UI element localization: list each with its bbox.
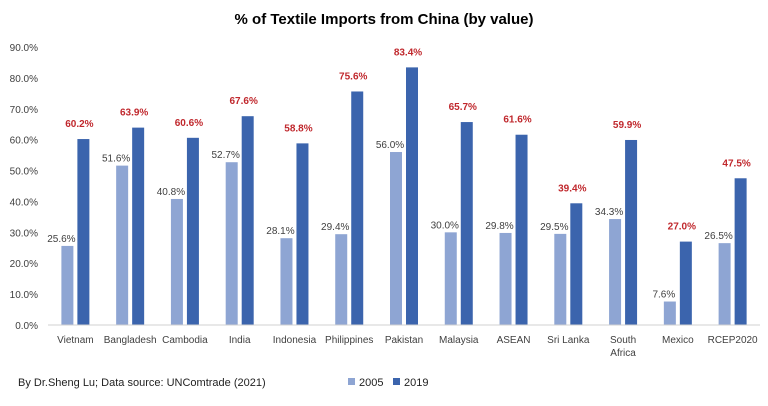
y-tick-label: 90.0% <box>10 43 38 54</box>
data-label-2019: 47.5% <box>722 158 750 169</box>
y-tick-label: 70.0% <box>10 105 38 116</box>
data-label-2019: 27.0% <box>668 222 696 233</box>
data-label-2005: 29.4% <box>321 222 349 233</box>
bar-2019 <box>77 139 90 325</box>
bar-2005 <box>663 301 676 325</box>
data-label-2019: 60.2% <box>65 119 93 130</box>
bar-2005 <box>390 152 402 325</box>
data-label-2005: 30.0% <box>431 220 459 231</box>
legend-swatch-2005 <box>348 378 355 385</box>
bar-2005 <box>718 243 731 325</box>
legend-label-2005: 2005 <box>359 377 383 389</box>
data-label-2005: 56.0% <box>376 140 404 151</box>
bar-2005 <box>170 198 183 325</box>
bar-2005 <box>61 245 74 325</box>
y-tick-label: 20.0% <box>10 259 38 270</box>
y-tick-label: 50.0% <box>10 167 38 178</box>
y-tick-label: 60.0% <box>10 136 38 147</box>
x-tick-label: Cambodia <box>162 335 208 346</box>
data-label-2005: 40.8% <box>157 187 185 198</box>
data-label-2005: 25.6% <box>47 234 75 245</box>
x-tick-label: South <box>610 335 636 346</box>
x-tick-label: Africa <box>610 348 636 359</box>
bar-2019 <box>570 203 583 325</box>
data-label-2005: 52.7% <box>212 150 240 161</box>
x-tick-label: Vietnam <box>57 335 94 346</box>
bar-2019 <box>351 91 364 325</box>
data-label-2005: 26.5% <box>704 231 732 242</box>
x-tick-label: Malaysia <box>439 335 479 346</box>
legend: 2005 2019 <box>348 377 428 389</box>
x-tick-label: Pakistan <box>385 335 423 346</box>
bar-2019 <box>296 143 309 325</box>
data-label-2019: 75.6% <box>339 71 367 82</box>
bar-2005 <box>609 219 622 325</box>
bar-2005 <box>225 162 238 325</box>
y-tick-label: 0.0% <box>15 321 38 332</box>
x-tick-label: Sri Lanka <box>547 335 590 346</box>
data-label-2019: 67.6% <box>230 96 258 107</box>
data-label-2005: 7.6% <box>652 290 675 301</box>
data-label-2019: 65.7% <box>449 102 477 113</box>
data-label-2005: 34.3% <box>595 207 623 218</box>
data-label-2019: 60.6% <box>175 118 203 129</box>
data-label-2019: 59.9% <box>613 120 641 131</box>
bar-2019 <box>132 127 145 326</box>
bar-2005 <box>116 165 129 325</box>
bar-2005 <box>335 234 348 325</box>
chart-title: % of Textile Imports from China (by valu… <box>235 11 534 28</box>
bar-2005 <box>444 232 457 325</box>
data-label-2005: 29.8% <box>485 221 513 232</box>
data-label-2019: 61.6% <box>503 115 531 126</box>
data-label-2019: 39.4% <box>558 183 586 194</box>
bar-2019 <box>406 67 418 326</box>
data-label-2019: 83.4% <box>394 47 422 58</box>
x-tick-label: Bangladesh <box>104 335 157 346</box>
bar-2019 <box>734 178 747 325</box>
bars: 25.6% 60.2% 51.6% 63.9% 40.8% 60.6% 52.7% 67.6%… <box>47 47 751 326</box>
x-tick-label: ASEAN <box>497 335 531 346</box>
source-note: By Dr.Sheng Lu; Data source: UNComtrade … <box>18 377 266 389</box>
data-label-2005: 29.5% <box>540 222 568 233</box>
data-label-2005: 28.1% <box>266 226 294 237</box>
bar-2005 <box>280 238 293 325</box>
data-label-2019: 63.9% <box>120 108 148 119</box>
x-tick-label: RCEP2020 <box>708 335 758 346</box>
bar-2019 <box>241 116 254 326</box>
y-tick-label: 30.0% <box>10 228 38 239</box>
x-axis: Vietnam Bangladesh Cambodia India Indonesia P… <box>57 335 758 359</box>
x-tick-label: Indonesia <box>273 335 317 346</box>
y-tick-label: 10.0% <box>10 290 38 301</box>
x-tick-label: India <box>229 335 251 346</box>
legend-label-2019: 2019 <box>404 377 428 389</box>
bar-2019 <box>679 241 692 325</box>
legend-swatch-2019 <box>393 378 400 385</box>
bar-2019 <box>625 139 638 325</box>
bar-2005 <box>554 233 567 325</box>
x-tick-label: Philippines <box>325 335 373 346</box>
data-label-2019: 58.8% <box>284 123 312 134</box>
y-tick-label: 40.0% <box>10 197 38 208</box>
y-tick-label: 80.0% <box>10 74 38 85</box>
bar-2019 <box>515 134 528 325</box>
y-axis: 0.0% 10.0% 20.0% 30.0% 40.0% 50.0% 60.0% 70.0% 8… <box>10 43 38 332</box>
bar-2019 <box>460 122 473 325</box>
bar-2005 <box>499 232 512 325</box>
x-tick-label: Mexico <box>662 335 694 346</box>
data-label-2005: 51.6% <box>102 154 130 165</box>
bar-2019 <box>186 137 199 325</box>
